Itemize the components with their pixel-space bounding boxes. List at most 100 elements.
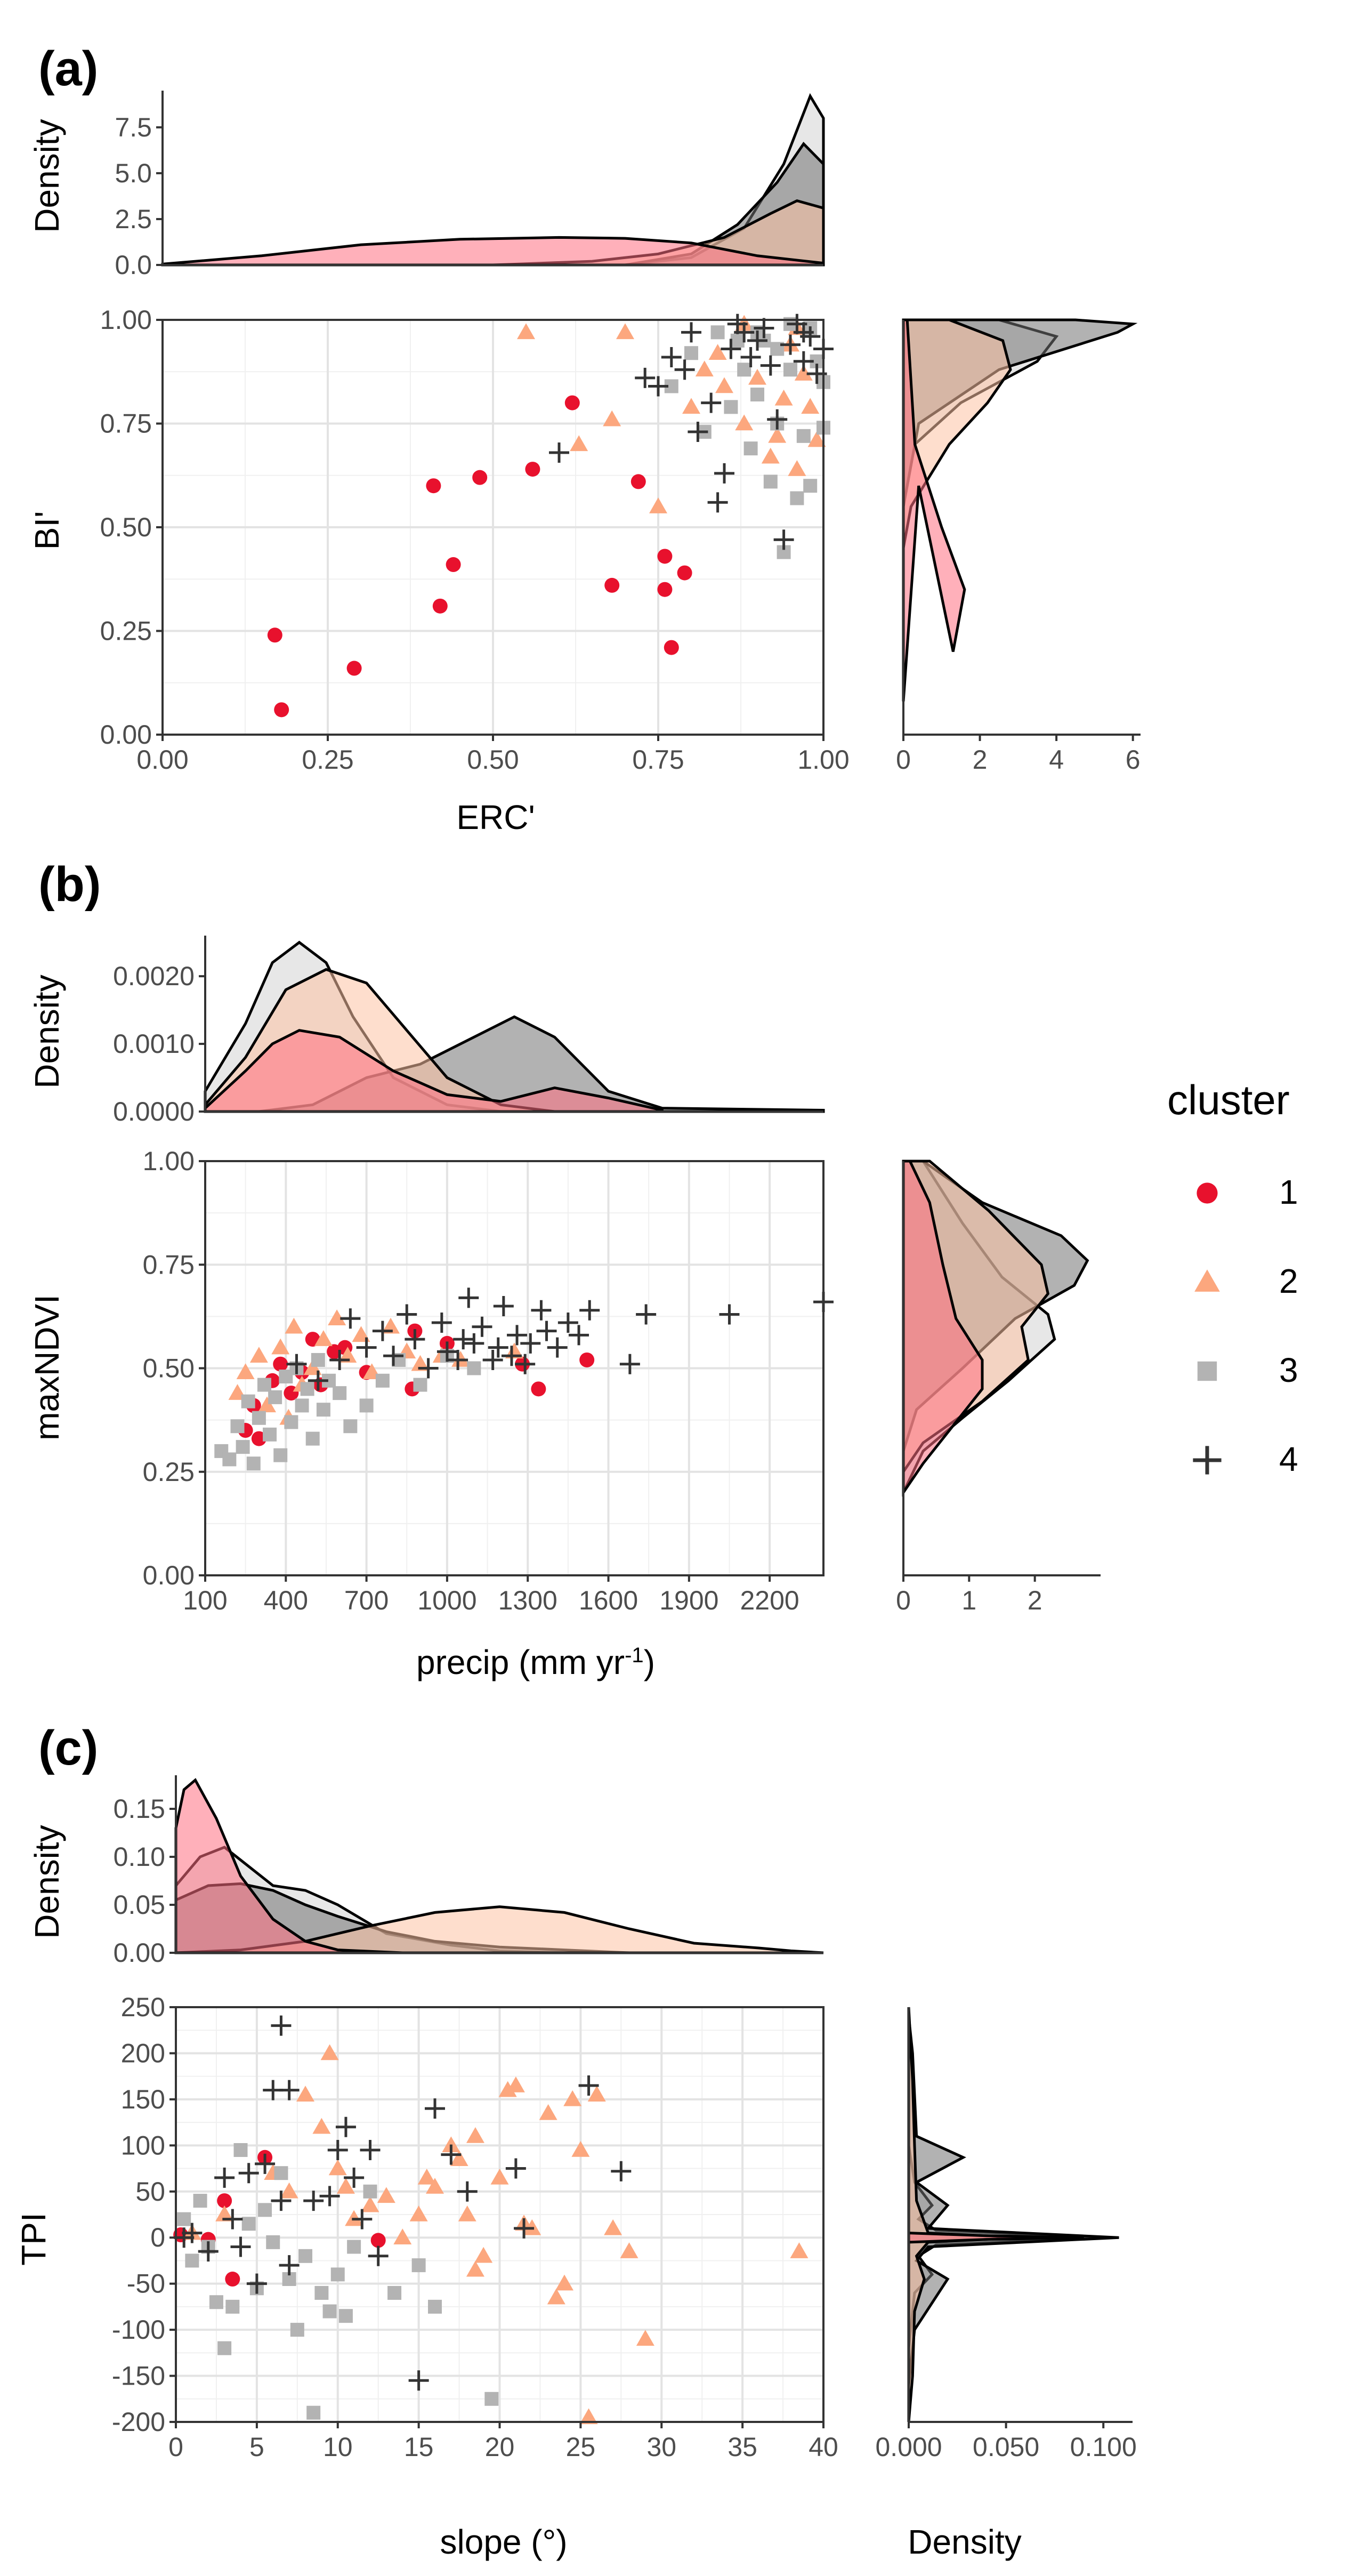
c-right-xtick-label: 0.100 bbox=[1070, 2432, 1137, 2462]
a-xlabel: ERC' bbox=[456, 798, 535, 836]
a-point-cluster-4 bbox=[648, 376, 668, 397]
b-point-cluster-4 bbox=[636, 1304, 657, 1325]
b-point-cluster-4 bbox=[619, 1354, 640, 1374]
b-point-cluster-3 bbox=[295, 1398, 309, 1413]
legend: cluster 1 2 3 4 bbox=[1167, 1076, 1298, 1478]
c-point-cluster-3 bbox=[322, 2304, 337, 2319]
legend-label-1: 1 bbox=[1279, 1173, 1298, 1211]
a-point-cluster-4 bbox=[734, 322, 755, 343]
c-xtick-label: 0 bbox=[168, 2432, 183, 2462]
c-point-cluster-4 bbox=[425, 2098, 445, 2119]
a-point-cluster-4 bbox=[721, 339, 741, 359]
a-point-cluster-1 bbox=[604, 577, 620, 593]
b-point-cluster-4 bbox=[501, 1346, 522, 1366]
c-point-cluster-2 bbox=[450, 2150, 468, 2167]
b-point-cluster-4 bbox=[472, 1316, 492, 1337]
a-ytick-label: 0.75 bbox=[100, 409, 152, 439]
c-point-cluster-2 bbox=[409, 2205, 428, 2221]
c-point-cluster-3 bbox=[209, 2295, 223, 2309]
c-point-cluster-2 bbox=[506, 2076, 525, 2092]
b-point-cluster-3 bbox=[359, 1398, 374, 1413]
c-point-cluster-4 bbox=[198, 2241, 219, 2262]
a-scatter-plot: 0.00 0.25 0.50 0.75 1.00 0.00 0.25 0.50 0.75 1.00 bbox=[100, 305, 850, 775]
b-point-cluster-2 bbox=[249, 1347, 268, 1363]
b-point-cluster-3 bbox=[273, 1448, 288, 1462]
a-ylabel: BI' bbox=[28, 511, 66, 550]
c-point-cluster-2 bbox=[790, 2242, 809, 2258]
c-point-cluster-3 bbox=[241, 2217, 256, 2231]
b-ytick-label: 0.00 bbox=[143, 1560, 195, 1590]
c-point-cluster-2 bbox=[336, 2178, 355, 2194]
b-point-cluster-2 bbox=[258, 1396, 276, 1413]
a-ytick-label: 0.25 bbox=[100, 616, 152, 646]
a-right-xtick-label: 2 bbox=[973, 745, 988, 775]
b-point-cluster-4 bbox=[515, 1354, 536, 1374]
b-xtick-label: 700 bbox=[344, 1585, 389, 1615]
c-xtick-label: 10 bbox=[323, 2432, 353, 2462]
c-point-cluster-2 bbox=[604, 2219, 623, 2235]
c-point-cluster-4 bbox=[214, 2167, 235, 2188]
b-point-cluster-4 bbox=[453, 1329, 474, 1350]
c-point-cluster-2 bbox=[328, 2159, 347, 2176]
a-point-cluster-1 bbox=[432, 598, 448, 614]
a-point-cluster-4 bbox=[747, 330, 767, 351]
c-point-cluster-4 bbox=[514, 2218, 535, 2239]
a-point-cluster-2 bbox=[695, 360, 714, 377]
c-point-cluster-4 bbox=[327, 2139, 348, 2160]
b-ytick-label: 0.50 bbox=[143, 1354, 195, 1383]
a-point-cluster-3 bbox=[763, 474, 778, 489]
b-xtick-label: 400 bbox=[264, 1585, 308, 1615]
a-xtick-label: 0.00 bbox=[136, 745, 188, 775]
legend-key-cluster-2 bbox=[1194, 1269, 1220, 1292]
c-point-cluster-2 bbox=[442, 2136, 460, 2153]
b-scatter-plot: 100 400 700 1000 1300 1600 1900 2200 0.00 0.25 0.5… bbox=[143, 1146, 834, 1615]
c-point-cluster-3 bbox=[233, 2143, 248, 2157]
b-point-cluster-3 bbox=[241, 1394, 255, 1408]
b-xtick-label: 1600 bbox=[579, 1585, 638, 1615]
b-point-cluster-3 bbox=[316, 1403, 330, 1417]
c-top-ytick-label: 0.00 bbox=[114, 1938, 165, 1968]
a-point-cluster-2 bbox=[649, 497, 667, 513]
legend-label-4: 4 bbox=[1279, 1440, 1298, 1478]
b-point-cluster-4 bbox=[569, 1325, 589, 1346]
c-ytick-label: -200 bbox=[112, 2407, 165, 2437]
panel-label-a: (a) bbox=[38, 42, 98, 96]
c-point-cluster-3 bbox=[177, 2212, 191, 2226]
c-top-density: 0.00 0.05 0.10 0.15 bbox=[114, 1775, 824, 1968]
c-point-cluster-4 bbox=[352, 2209, 373, 2229]
b-point-cluster-3 bbox=[284, 1415, 298, 1429]
c-point-cluster-3 bbox=[411, 2258, 426, 2273]
legend-label-2: 2 bbox=[1279, 1262, 1298, 1300]
c-top-ytick-label: 0.10 bbox=[114, 1842, 165, 1872]
a-point-cluster-1 bbox=[525, 462, 540, 477]
c-point-cluster-4 bbox=[457, 2181, 478, 2202]
a-point-cluster-3 bbox=[737, 363, 751, 377]
c-xtick-label: 15 bbox=[404, 2432, 434, 2462]
c-ytick-label: 100 bbox=[121, 2130, 165, 2160]
a-point-cluster-4 bbox=[793, 351, 814, 372]
a-right-density: 0 2 4 6 bbox=[896, 318, 1141, 775]
a-point-cluster-4 bbox=[754, 318, 774, 339]
b-right-density: 0 1 2 bbox=[896, 1160, 1101, 1615]
a-point-cluster-2 bbox=[807, 431, 826, 447]
b-xtick-label: 1900 bbox=[659, 1585, 718, 1615]
c-point-cluster-2 bbox=[490, 2168, 509, 2185]
a-point-cluster-1 bbox=[657, 582, 673, 597]
a-point-cluster-4 bbox=[701, 392, 722, 413]
c-point-cluster-3 bbox=[306, 2405, 321, 2420]
b-point-cluster-4 bbox=[448, 1349, 468, 1370]
a-point-cluster-4 bbox=[688, 422, 708, 442]
b-right-xtick-label: 2 bbox=[1028, 1585, 1042, 1615]
panel-label-c: (c) bbox=[38, 1721, 98, 1775]
c-point-cluster-3 bbox=[387, 2285, 402, 2300]
a-point-cluster-4 bbox=[760, 355, 781, 376]
a-point-cluster-1 bbox=[267, 627, 282, 643]
c-point-cluster-4 bbox=[174, 2227, 195, 2248]
b-xlabel-end: ) bbox=[644, 1643, 655, 1681]
a-point-cluster-1 bbox=[274, 702, 289, 718]
b-right-xtick-label: 1 bbox=[961, 1585, 976, 1615]
a-point-cluster-4 bbox=[661, 347, 682, 368]
c-point-cluster-4 bbox=[279, 2080, 300, 2100]
c-right-density-curve-cluster-4 bbox=[907, 2016, 1119, 2386]
